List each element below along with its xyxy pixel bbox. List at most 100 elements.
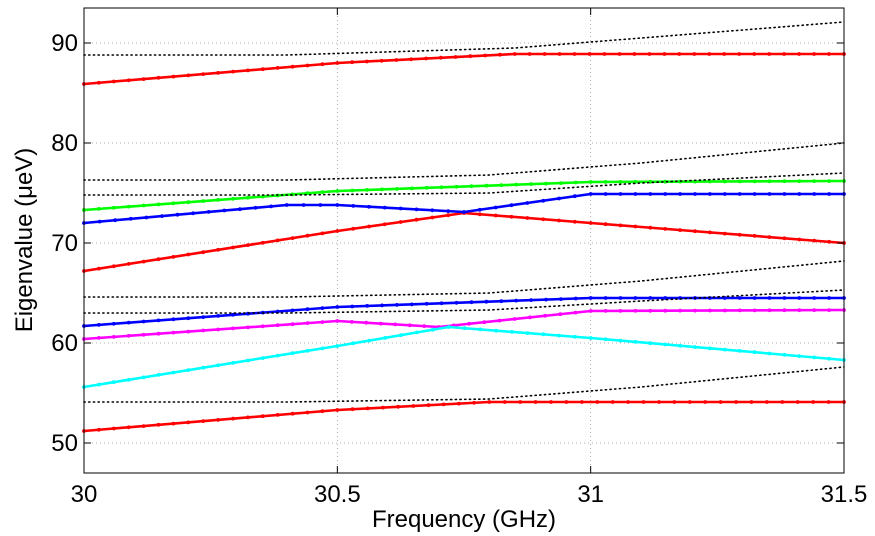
series-point-red (246, 243, 250, 248)
series-point-magenta (752, 308, 757, 313)
series-point-red (231, 69, 235, 74)
series-point-red (541, 217, 546, 222)
series-point-green (186, 200, 191, 205)
series-point-red (498, 52, 502, 57)
x-tick-label: 31 (577, 481, 604, 508)
series-point-magenta (782, 308, 787, 313)
series-point-red (677, 52, 682, 56)
series-point-red (610, 400, 615, 404)
series-point-green (409, 186, 414, 191)
series-point-blue (588, 296, 593, 300)
series-point-red (752, 52, 757, 56)
series-point-blue (171, 317, 176, 322)
series-point-red (648, 225, 653, 230)
series-point-magenta (246, 325, 250, 330)
series-point-blue (693, 192, 697, 196)
series-point-red (335, 408, 340, 412)
y-axis-label: Eigenvalue (μeV) (11, 148, 38, 333)
series-point-red (483, 53, 487, 58)
series-point-magenta (305, 321, 310, 325)
series-point-cyan (383, 336, 387, 340)
series-point-magenta (573, 310, 578, 315)
series-point-magenta (111, 335, 116, 339)
series-point-magenta (126, 333, 131, 338)
series-point-red (811, 400, 816, 404)
series-point-green (156, 202, 161, 207)
series-point-red (111, 79, 116, 84)
series-point-blue (201, 315, 206, 319)
series-point-blue (493, 205, 498, 210)
series-point-green (171, 201, 176, 206)
x-tick-label: 30 (71, 481, 98, 508)
series-point-cyan (541, 332, 546, 337)
series-point-red (382, 222, 387, 227)
series-point-blue (648, 192, 653, 196)
series-point-red (641, 400, 646, 404)
series-point-red (126, 78, 131, 83)
series-point-magenta (512, 317, 517, 321)
series-point-magenta (812, 308, 817, 312)
series-point-green (573, 180, 578, 185)
series-point-blue (648, 296, 653, 300)
series-point-blue (351, 204, 356, 208)
series-point-cyan (260, 356, 265, 360)
series-point-red (795, 400, 800, 404)
series-point-red (662, 52, 667, 56)
series-point-red (398, 220, 403, 224)
series-point-green (782, 179, 787, 184)
series-line-black-dotted (83, 289, 845, 314)
series-point-red (617, 52, 622, 56)
series-point-blue (827, 192, 831, 196)
series-point-red (305, 63, 310, 68)
series-point-blue (446, 209, 451, 214)
series-point-red (618, 223, 623, 228)
series-point-green (737, 179, 742, 184)
series-point-blue (782, 192, 787, 196)
series-point-magenta (588, 309, 593, 313)
series-point-magenta (407, 323, 412, 328)
series-point-red (632, 52, 637, 56)
series-point-red (231, 416, 235, 421)
series-point-blue (509, 203, 514, 208)
series-point-blue (469, 300, 474, 305)
series-point-cyan (588, 336, 593, 340)
series-point-cyan (633, 340, 638, 344)
series-point-magenta (737, 308, 742, 313)
series-point-blue (269, 204, 273, 209)
series-point-red (171, 421, 176, 426)
series-point-blue (618, 296, 623, 300)
x-tick-label: 31.5 (821, 481, 868, 508)
series-point-cyan (275, 353, 280, 358)
series-point-cyan (618, 338, 623, 343)
x-tick-label: 30.5 (314, 481, 361, 508)
series-point-red (441, 402, 446, 407)
series-point-red (782, 236, 787, 241)
series-point-magenta (275, 323, 280, 328)
series-point-red (782, 52, 786, 56)
series-point-blue (141, 319, 146, 324)
series-point-green (827, 179, 831, 184)
series-point-red (171, 255, 176, 259)
series-point-blue (160, 214, 164, 219)
series-point-blue (812, 192, 817, 196)
series-point-cyan (141, 375, 146, 380)
series-point-red (533, 400, 538, 404)
series-point-blue (499, 299, 504, 304)
series-point-green (365, 188, 369, 192)
x-axis-label: Frequency (GHz) (372, 506, 556, 533)
series-point-red (381, 405, 385, 410)
plot-background (84, 8, 844, 473)
series-point-green (231, 196, 235, 201)
series-point-red (797, 237, 802, 242)
series-point-blue (767, 296, 772, 300)
series-point-cyan (557, 333, 561, 338)
series-point-green (246, 195, 250, 200)
series-point-red (708, 230, 712, 235)
series-point-red (572, 219, 577, 224)
series-point-blue (350, 304, 355, 309)
series-point-cyan (335, 344, 340, 348)
series-point-blue (97, 219, 102, 224)
series-point-red (780, 400, 785, 404)
series-point-magenta (467, 321, 471, 326)
series-point-red (587, 52, 592, 56)
